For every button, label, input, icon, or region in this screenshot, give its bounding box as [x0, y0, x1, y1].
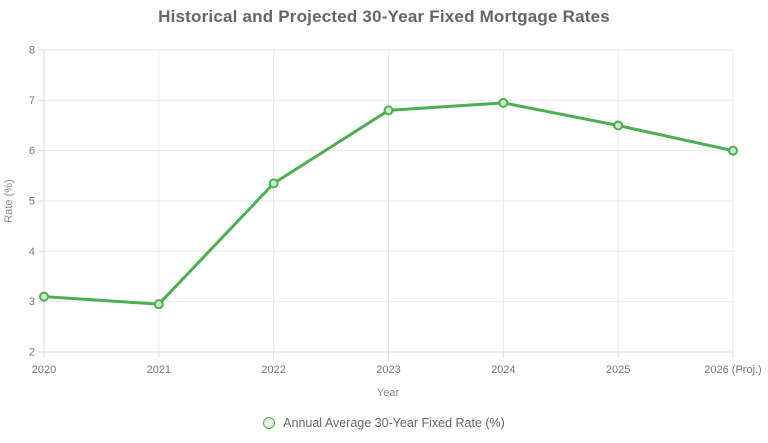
x-tick-label: 2025: [606, 364, 630, 376]
x-tick-label: 2024: [491, 364, 515, 376]
y-tick-label: 3: [29, 296, 35, 308]
y-tick-label: 2: [29, 347, 35, 359]
y-tick-label: 5: [29, 196, 35, 208]
legend-item[interactable]: Annual Average 30-Year Fixed Rate (%): [263, 416, 505, 430]
data-point[interactable]: [39, 291, 49, 302]
chart-title: Historical and Projected 30-Year Fixed M…: [158, 7, 610, 26]
data-point[interactable]: [613, 120, 624, 131]
data-point[interactable]: [728, 145, 738, 156]
y-axis-title: Rate (%): [3, 179, 15, 222]
x-tick-label: 2023: [376, 364, 400, 376]
x-axis-title: Year: [377, 387, 400, 399]
legend-series-marker-icon: [263, 417, 276, 429]
chart-legend: Annual Average 30-Year Fixed Rate (%): [0, 412, 768, 434]
data-point[interactable]: [383, 105, 394, 116]
legend-series-label: Annual Average 30-Year Fixed Rate (%): [283, 416, 505, 430]
data-point[interactable]: [268, 178, 279, 189]
y-tick-label: 8: [29, 45, 35, 57]
x-tick-label: 2020: [32, 364, 56, 376]
y-tick-label: 7: [29, 95, 35, 107]
y-tick-label: 6: [29, 145, 35, 157]
mortgage-rates-line-chart: 2 3 4 5 6 7 8 2020 2021 2022 2023 2024 2025 2026 (Pro…: [3, 45, 762, 399]
y-tick-label: 4: [29, 246, 35, 258]
data-point[interactable]: [153, 299, 164, 310]
data-point[interactable]: [498, 97, 509, 108]
x-tick-label: 2021: [147, 364, 171, 376]
x-tick-label: 2022: [261, 364, 285, 376]
x-tick-label: 2026 (Proj.): [704, 364, 761, 376]
